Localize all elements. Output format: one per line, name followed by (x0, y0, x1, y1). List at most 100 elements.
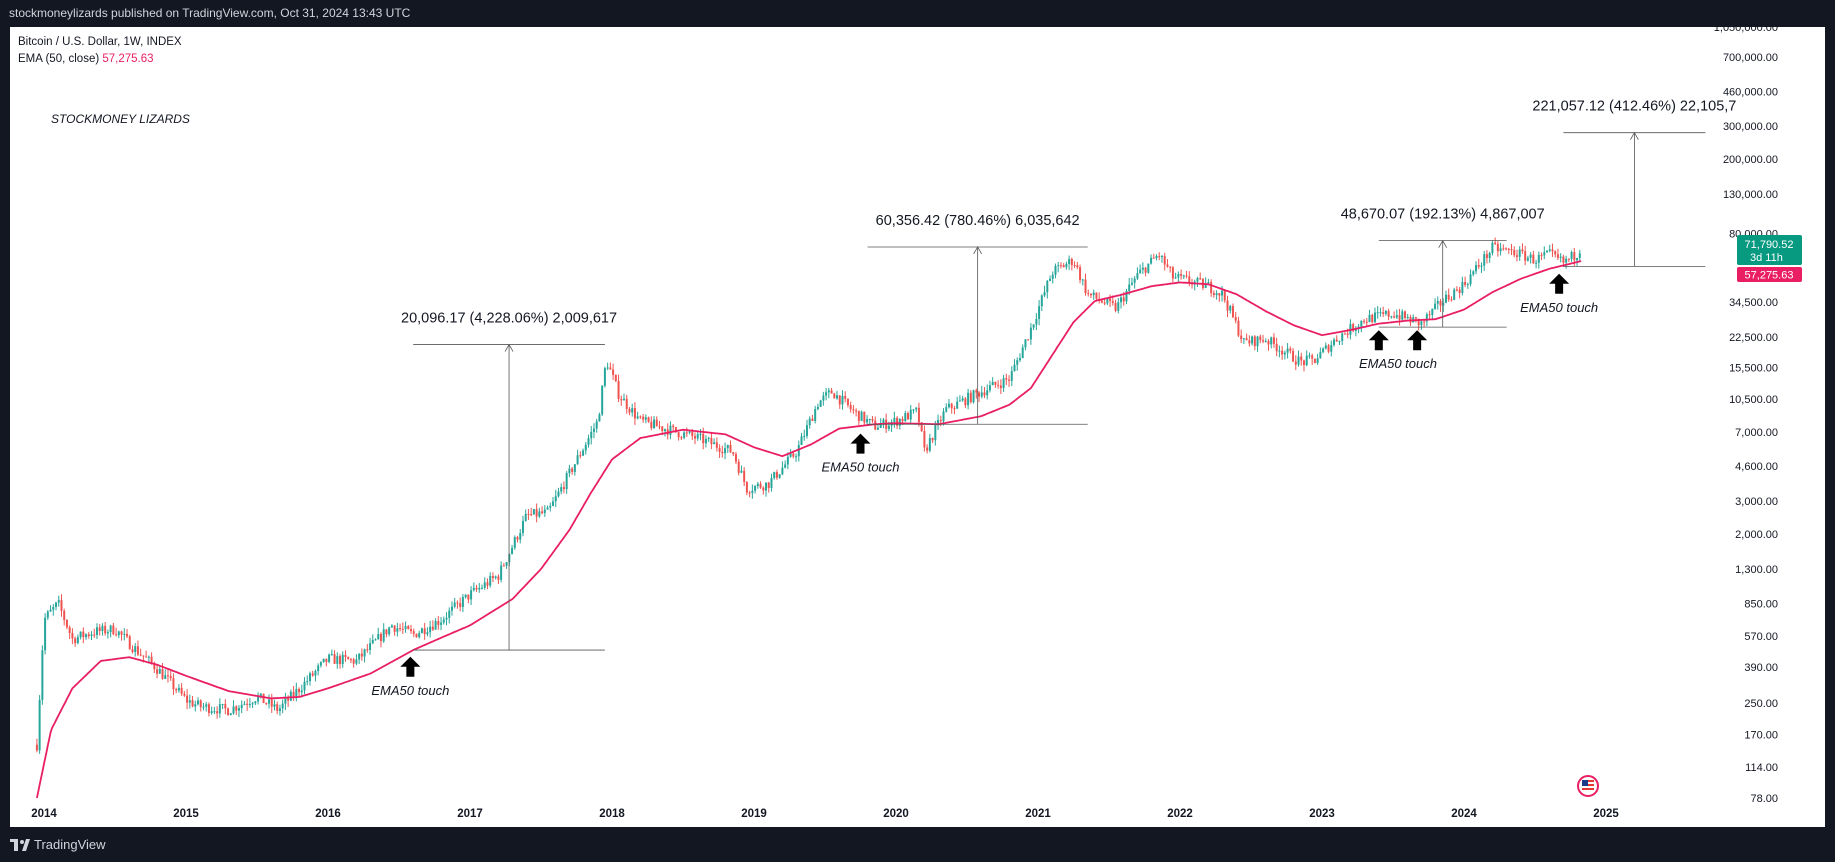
annotations: EMA50 touch EMA50 touch EMA50 touch EMA50 t… (371, 273, 1598, 698)
candle-body (942, 411, 945, 422)
candle-body (988, 385, 991, 391)
candle (385, 629, 388, 638)
candle-body (1267, 340, 1270, 345)
candle (1455, 286, 1458, 292)
candle-body (1322, 348, 1325, 353)
tradingview-logo[interactable]: TradingView (10, 837, 106, 852)
candle-body (688, 431, 691, 433)
candle-body (98, 627, 101, 631)
candle-body (442, 619, 445, 623)
candle (1237, 316, 1240, 338)
time-tick-label: 2021 (1025, 808, 1051, 820)
candle (1152, 253, 1155, 259)
candle (560, 483, 563, 495)
candle-body (1264, 340, 1267, 342)
candle-body (1472, 271, 1475, 275)
candle (907, 411, 910, 420)
candle-body (461, 597, 464, 607)
candle-body (770, 478, 773, 488)
candle-body (464, 594, 467, 598)
candle-body (901, 418, 904, 422)
candle (999, 379, 1002, 394)
candle-body (1218, 293, 1221, 296)
candle (836, 390, 839, 400)
candle-body (1125, 290, 1128, 302)
candle (475, 584, 478, 592)
candle-body (311, 673, 314, 676)
ema-touch-annotation[interactable]: EMA50 touch (1520, 273, 1598, 315)
candle (631, 403, 634, 417)
candle (497, 574, 500, 584)
candle (538, 507, 541, 519)
candle (1469, 269, 1472, 287)
candle-body (836, 395, 839, 399)
publisher-bar: stockmoneylizards published on TradingVi… (0, 0, 1835, 27)
candle-body (1122, 297, 1125, 302)
measure-tool[interactable]: 221,057.12 (412.46%) 22,105,7 (1532, 99, 1736, 267)
candle (519, 529, 522, 544)
candle (197, 697, 200, 706)
candle-body (1177, 273, 1180, 278)
candle (1494, 237, 1497, 246)
ema-touch-annotation[interactable]: EMA50 touch (1359, 330, 1437, 371)
candle-body (1480, 265, 1483, 267)
candle-body (248, 704, 251, 706)
candle-body (808, 418, 811, 426)
candle (994, 381, 997, 388)
candle-body (887, 425, 890, 429)
candle (1029, 323, 1032, 345)
candle-body (937, 420, 940, 426)
candle (715, 437, 718, 452)
candle-body (1008, 379, 1011, 381)
candle (625, 394, 628, 414)
time-axis: 2014 2015 2016 2017 2018 2019 2020 2021 2022 2023… (31, 808, 1619, 820)
candle (1556, 248, 1559, 261)
candle-body (1049, 278, 1052, 281)
candle (1439, 298, 1442, 312)
candle-body (1292, 350, 1295, 362)
candle-body (71, 633, 74, 639)
candle (254, 700, 257, 705)
candle (838, 395, 841, 409)
candle-body (325, 658, 328, 662)
candle-body (205, 704, 208, 707)
measure-tool[interactable]: 20,096.17 (4,228.06%) 2,009,617 (401, 311, 617, 651)
candle-body (838, 395, 841, 405)
candle (404, 621, 407, 633)
candle-body (909, 409, 912, 420)
candle (653, 416, 656, 429)
candle (1207, 278, 1210, 284)
candle-body (541, 511, 544, 514)
candle (1130, 277, 1133, 286)
candle (95, 623, 98, 640)
candle (576, 449, 579, 465)
ema-legend[interactable]: EMA (50, close) 57,275.63 (18, 51, 182, 68)
candle (584, 441, 587, 455)
candle (306, 675, 309, 686)
candle-body (1341, 333, 1344, 341)
candle-body (1103, 302, 1106, 304)
candle-body (1477, 265, 1480, 267)
candle (1365, 317, 1368, 327)
candle-body (601, 385, 604, 415)
candle (273, 699, 276, 711)
measure-tool[interactable]: 48,670.07 (192.13%) 4,867,007 (1341, 207, 1545, 328)
candle-body (1464, 282, 1467, 285)
ema-touch-annotation[interactable]: EMA50 touch (371, 656, 449, 698)
candle-body (1070, 258, 1073, 266)
symbol-title[interactable]: Bitcoin / U.S. Dollar, 1W, INDEX (18, 36, 182, 48)
candle (562, 481, 565, 494)
candle-body (805, 425, 808, 436)
candle-body (79, 631, 82, 638)
measure-tool[interactable]: 60,356.42 (780.46%) 6,035,642 (867, 213, 1088, 425)
candle (513, 535, 516, 550)
candle (325, 658, 328, 667)
candle (1376, 306, 1379, 319)
candle (745, 481, 748, 496)
ema-touch-annotation[interactable]: EMA50 touch (821, 433, 900, 475)
flag-icon[interactable] (1577, 775, 1599, 797)
candle-body (876, 427, 879, 430)
candle (169, 671, 172, 681)
candle-body (1496, 243, 1499, 252)
